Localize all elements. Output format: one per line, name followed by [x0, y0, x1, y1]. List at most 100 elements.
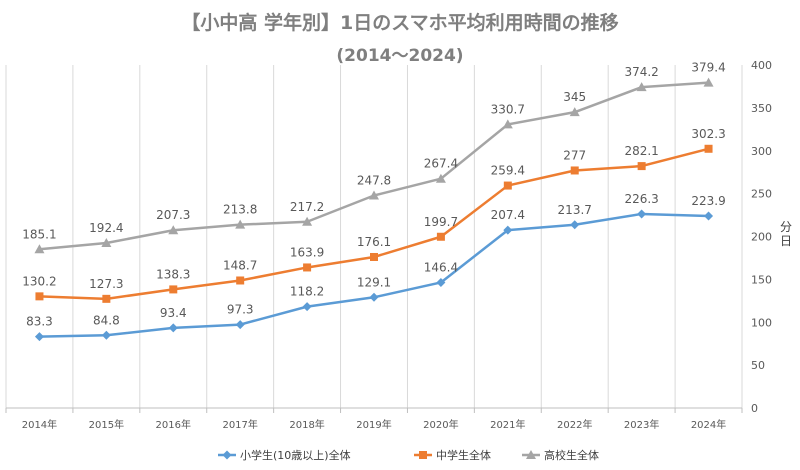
y-tick-label: 250 [751, 188, 772, 201]
x-tick-label: 2020年 [423, 418, 458, 431]
x-tick-label: 2021年 [490, 418, 525, 431]
data-point-3 [369, 190, 379, 200]
data-label-1: 226.3 [624, 192, 658, 206]
data-label-3: 217.2 [290, 200, 324, 214]
data-label-1: 213.7 [558, 203, 592, 217]
x-tick-label: 2015年 [89, 418, 124, 431]
data-point-3 [168, 225, 179, 235]
data-label-1: 83.3 [26, 315, 53, 329]
data-labels: 83.3 84.8 93.4 97.3 118.2 129.1 146.4 207.4 213.… [22, 61, 725, 329]
data-label-1: 93.4 [160, 306, 187, 320]
x-tick-label: 2016年 [156, 418, 191, 431]
data-point-3 [101, 238, 112, 248]
legend-label-3: 高校生全体 [544, 448, 599, 462]
data-point-1 [503, 225, 513, 235]
data-point-1 [637, 209, 647, 219]
data-label-2: 148.7 [223, 258, 257, 272]
data-point-2 [35, 292, 44, 301]
data-point-1 [369, 292, 379, 302]
x-tick-label: 2018年 [289, 418, 324, 431]
legend-label-2: 中学生全体 [436, 448, 491, 462]
axes [5, 407, 743, 413]
data-point-1 [34, 332, 44, 342]
data-label-1: 84.8 [93, 313, 120, 327]
data-label-3: 185.1 [22, 227, 56, 241]
data-label-2: 282.1 [624, 144, 658, 158]
data-label-2: 138.3 [156, 267, 190, 281]
data-point-1 [704, 211, 714, 221]
data-point-3 [302, 216, 313, 226]
data-label-3: 213.8 [223, 203, 257, 217]
y-tick-label: 0 [751, 402, 758, 415]
data-label-2: 130.2 [22, 274, 56, 288]
data-label-3: 345 [563, 90, 586, 104]
series-group [34, 77, 714, 342]
y-tick-label: 200 [751, 231, 772, 244]
y-tick-label: 400 [751, 59, 772, 72]
x-tick-label: 2024年 [691, 418, 726, 431]
data-point-1 [101, 330, 111, 340]
data-point-2 [570, 166, 579, 175]
data-point-2 [370, 252, 378, 261]
y-tick-label: 300 [751, 145, 772, 158]
y-axis-title-char: 日 [780, 234, 792, 248]
data-label-1: 118.2 [290, 285, 324, 299]
data-label-2: 127.3 [89, 277, 123, 291]
y-tick-label: 150 [751, 273, 772, 286]
legend-marker-3 [526, 450, 536, 459]
data-point-3 [235, 219, 246, 229]
data-point-1 [436, 277, 446, 287]
x-tick-label: 2023年 [624, 418, 659, 431]
data-point-3 [34, 244, 45, 254]
x-tick-label: 2014年 [22, 418, 57, 431]
x-tick-label: 2017年 [222, 418, 257, 431]
data-point-2 [704, 144, 713, 153]
x-tick-label: 2019年 [356, 418, 391, 431]
data-label-1: 207.4 [491, 208, 525, 222]
data-label-2: 176.1 [357, 235, 391, 249]
chart-title: 【小中高 学年別】1日のスマホ平均利用時間の推移 [181, 11, 618, 34]
data-label-1: 97.3 [227, 303, 254, 317]
data-label-3: 267.4 [424, 157, 458, 171]
data-point-2 [503, 181, 512, 190]
x-tick-label: 2022年 [557, 418, 592, 431]
legend: 小学生(10歳以上)全体 中学生全体 高校生全体 [218, 448, 599, 462]
data-label-3: 207.3 [156, 208, 190, 222]
data-point-1 [168, 323, 178, 333]
data-label-3: 192.4 [89, 221, 123, 235]
data-point-3 [703, 77, 714, 87]
data-label-1: 223.9 [691, 194, 725, 208]
data-label-3: 379.4 [691, 61, 725, 75]
data-point-3 [435, 173, 446, 183]
data-point-2 [436, 232, 445, 241]
y-axis-title-char: 分 [780, 220, 792, 234]
data-label-1: 129.1 [357, 275, 391, 289]
data-point-2 [102, 294, 111, 303]
data-label-2: 302.3 [691, 127, 725, 141]
data-point-1 [235, 320, 245, 330]
y-tick-labels: 0 50 100 150 200 250 300 350 400 [751, 59, 772, 415]
data-label-2: 163.9 [290, 245, 324, 259]
y-tick-label: 50 [751, 359, 765, 372]
data-point-3 [569, 107, 580, 117]
data-point-2 [303, 263, 312, 272]
data-point-2 [169, 285, 178, 294]
gridlines [5, 65, 743, 408]
data-label-2: 259.4 [491, 164, 525, 178]
data-label-3: 247.8 [357, 174, 391, 188]
data-point-3 [502, 119, 513, 129]
y-tick-label: 350 [751, 102, 772, 115]
data-label-1: 146.4 [424, 260, 458, 274]
data-label-3: 330.7 [491, 102, 525, 116]
legend-marker-2 [419, 451, 427, 459]
data-label-3: 374.2 [624, 65, 658, 79]
data-label-2: 277 [563, 148, 586, 162]
y-axis-title: 分日 [780, 220, 792, 248]
y-tick-label: 100 [751, 316, 772, 329]
legend-label-1: 小学生(10歳以上)全体 [240, 448, 351, 462]
data-point-2 [236, 276, 245, 285]
chart-subtitle: (2014〜2024) [336, 46, 463, 66]
data-point-3 [636, 82, 647, 92]
legend-marker-1 [222, 450, 232, 460]
